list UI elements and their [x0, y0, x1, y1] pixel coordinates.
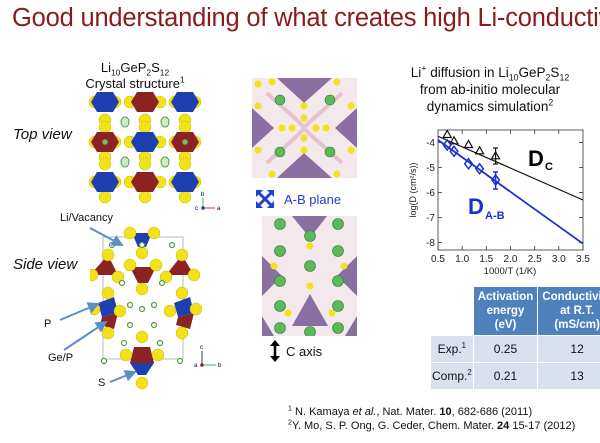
dab-series-label: D [468, 194, 484, 219]
top-view-crystal-image: b a c [88, 92, 221, 212]
dc-fit-line [437, 135, 584, 201]
svg-text:-4: -4 [426, 138, 435, 149]
ab-plane-label: A-B plane [284, 191, 342, 207]
dc-series-label: D [528, 146, 544, 171]
diagonal-arrows-icon [256, 190, 274, 208]
crystal-formula: Li10GeP2S12 [100, 60, 170, 78]
s-label: S [98, 377, 106, 389]
vertical-double-arrow-icon [270, 340, 280, 362]
c-axis-label: C axis [286, 343, 323, 359]
side-view-crystal-image: c b a [90, 226, 222, 390]
ab-plane-legend: A-B plane [256, 190, 341, 208]
dc-markers [442, 129, 501, 165]
svg-text:A-B: A-B [485, 210, 505, 222]
diffusion-chart: -4 -5 -6 -7 -8 0.5 1.0 1.5 2.0 2.5 3.0 3… [408, 129, 590, 277]
cell-conductivity: 13 [538, 363, 600, 389]
c-axis-legend: C axis [270, 340, 322, 362]
slide-title: Good understanding of what creates high … [12, 4, 600, 32]
cell-conductivity: 12 [538, 336, 600, 362]
svg-text:a: a [194, 363, 198, 369]
table-row: Comp.2 0.21 13 [431, 363, 600, 389]
crystal-caption: Crystal structure1 [85, 74, 185, 91]
li-vacancy-label: Li/Vacancy [60, 212, 113, 224]
cell-activation: 0.21 [473, 363, 538, 389]
y-axis-label: log(D (cm²/s)) [408, 163, 418, 218]
svg-text:3.0: 3.0 [552, 254, 566, 265]
svg-text:-8: -8 [426, 238, 435, 249]
table-corner [431, 287, 473, 335]
svg-text:a: a [217, 206, 221, 212]
svg-text:C: C [545, 161, 553, 173]
table-row: Exp.1 0.25 12 [431, 336, 600, 362]
c-axis-md-image [262, 216, 357, 336]
svg-text:-6: -6 [426, 188, 435, 199]
reference-1: 1 N. Kamaya et al., Nat. Mater. 10, 682-… [288, 404, 533, 418]
top-view-label: Top view [13, 126, 72, 143]
svg-text:c: c [200, 345, 203, 351]
annotation-arrows [59, 227, 137, 383]
chart-heading-line1: Li+ diffusion in Li10GeP2S12 [410, 63, 570, 83]
dab-markers [442, 138, 501, 190]
axes-indicator-side: c b a [194, 345, 222, 369]
cell-activation: 0.25 [473, 336, 538, 362]
row-label-comp: Comp.2 [431, 363, 473, 389]
col-header-activation-energy: Activation energy (eV) [473, 287, 538, 335]
svg-text:-5: -5 [426, 163, 435, 174]
svg-text:b: b [218, 363, 222, 369]
chart-heading-line3: dynamics simulation2 [426, 97, 554, 114]
dab-fit-line [437, 139, 584, 245]
crystal-heading: Li10GeP2S12 Crystal structure1 [70, 60, 200, 92]
col-header-conductivity: Conductivityat R.T.(mS/cm) [538, 287, 600, 335]
x-axis-label: 1000/T (1/K) [484, 266, 537, 277]
ab-plane-md-image [252, 78, 357, 178]
side-view-label: Side view [13, 256, 78, 273]
svg-text:b: b [201, 192, 205, 198]
p-label: P [44, 318, 52, 330]
svg-text:1.0: 1.0 [455, 254, 469, 265]
axes-indicator-top: b a c [195, 192, 221, 212]
chart-heading: Li+ diffusion in Li10GeP2S12 from ab-ini… [385, 64, 595, 115]
row-label-exp: Exp.1 [431, 336, 473, 362]
references: 1 N. Kamaya et al., Nat. Mater. 10, 682-… [288, 405, 575, 433]
svg-text:2.5: 2.5 [528, 254, 542, 265]
svg-text:1.5: 1.5 [479, 254, 493, 265]
svg-text:0.5: 0.5 [431, 254, 445, 265]
svg-text:3.5: 3.5 [576, 254, 590, 265]
chart-heading-line2: from ab-initio molecular [419, 82, 561, 97]
svg-text:-7: -7 [426, 213, 435, 224]
reference-2: 2Y. Mo, S. P. Ong, G. Ceder, Chem. Mater… [288, 418, 576, 432]
ge-p-label: Ge/P [48, 352, 74, 364]
svg-text:c: c [195, 206, 198, 212]
svg-text:2.0: 2.0 [504, 254, 518, 265]
